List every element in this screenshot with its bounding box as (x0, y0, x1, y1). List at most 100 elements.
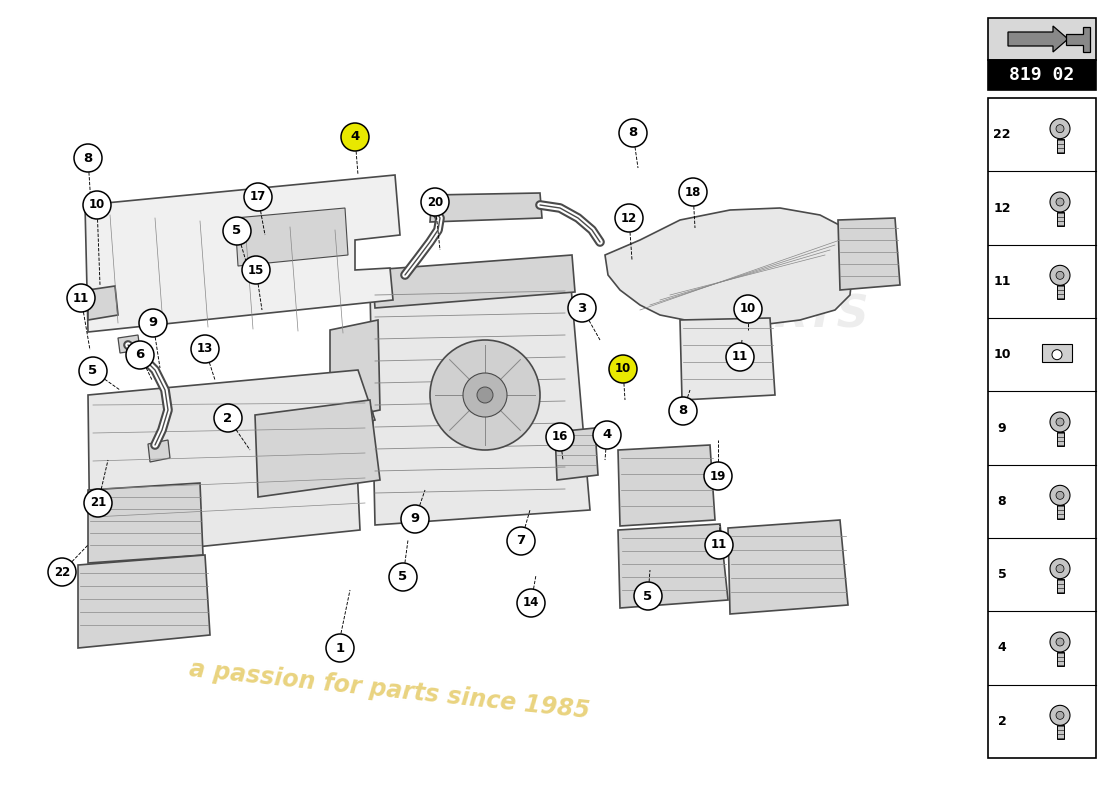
Text: 5: 5 (232, 225, 242, 238)
Circle shape (704, 462, 732, 490)
Text: 14: 14 (522, 597, 539, 610)
Polygon shape (88, 370, 375, 558)
Bar (1056, 578, 1064, 593)
Circle shape (477, 387, 493, 403)
Circle shape (734, 295, 762, 323)
Circle shape (1056, 711, 1064, 719)
Circle shape (242, 256, 270, 284)
Bar (1056, 652, 1064, 666)
Circle shape (402, 505, 429, 533)
Circle shape (679, 178, 707, 206)
Text: 5: 5 (644, 590, 652, 602)
Circle shape (568, 294, 596, 322)
Circle shape (389, 563, 417, 591)
Polygon shape (680, 318, 775, 400)
Circle shape (67, 284, 95, 312)
Circle shape (1056, 271, 1064, 279)
Text: 5: 5 (88, 365, 98, 378)
Text: 8: 8 (84, 151, 92, 165)
Circle shape (79, 357, 107, 385)
Bar (1056, 286, 1064, 299)
Text: 2: 2 (223, 411, 232, 425)
Circle shape (326, 634, 354, 662)
Text: 3: 3 (578, 302, 586, 314)
Circle shape (126, 341, 154, 369)
Polygon shape (728, 520, 848, 614)
Bar (1056, 212, 1064, 226)
Circle shape (1056, 638, 1064, 646)
Circle shape (341, 123, 368, 151)
Circle shape (430, 340, 540, 450)
Text: a passion for parts since 1985: a passion for parts since 1985 (188, 657, 592, 723)
Text: 9: 9 (998, 422, 1006, 434)
Text: 13: 13 (197, 342, 213, 355)
Circle shape (669, 397, 697, 425)
Text: 8: 8 (998, 495, 1006, 508)
Text: 22: 22 (993, 128, 1011, 141)
Circle shape (726, 343, 754, 371)
Circle shape (517, 589, 544, 617)
Polygon shape (838, 218, 900, 290)
Circle shape (191, 335, 219, 363)
Circle shape (1050, 632, 1070, 652)
Text: 1: 1 (336, 642, 344, 654)
FancyBboxPatch shape (988, 18, 1096, 60)
Text: 21: 21 (90, 497, 106, 510)
Circle shape (1056, 125, 1064, 133)
Text: 6: 6 (135, 349, 144, 362)
Bar (1056, 506, 1064, 519)
Text: 2: 2 (998, 715, 1006, 728)
FancyBboxPatch shape (1042, 344, 1072, 362)
Text: 12: 12 (620, 211, 637, 225)
Text: 819 02: 819 02 (1010, 66, 1075, 84)
FancyBboxPatch shape (988, 60, 1096, 90)
Polygon shape (118, 335, 140, 353)
Text: 12: 12 (993, 202, 1011, 214)
Polygon shape (1066, 27, 1090, 52)
Polygon shape (430, 193, 542, 222)
Text: 10: 10 (740, 302, 756, 315)
Polygon shape (235, 208, 348, 266)
Polygon shape (1008, 26, 1068, 52)
Polygon shape (556, 428, 598, 480)
Polygon shape (605, 208, 855, 325)
Polygon shape (255, 400, 380, 497)
Text: 16: 16 (552, 430, 569, 443)
Text: 11: 11 (993, 275, 1011, 288)
Text: 5: 5 (998, 568, 1006, 581)
Circle shape (244, 183, 272, 211)
Polygon shape (85, 175, 400, 332)
Text: 10: 10 (89, 198, 106, 211)
Text: 4: 4 (998, 642, 1006, 654)
Circle shape (1050, 118, 1070, 138)
Text: 11: 11 (732, 350, 748, 363)
Text: 5: 5 (398, 570, 408, 583)
Circle shape (615, 204, 644, 232)
Circle shape (421, 188, 449, 216)
Bar (1056, 432, 1064, 446)
Circle shape (48, 558, 76, 586)
Polygon shape (372, 255, 575, 308)
Text: 4: 4 (351, 130, 360, 143)
Text: 7: 7 (516, 534, 526, 547)
Polygon shape (330, 320, 380, 420)
Polygon shape (370, 275, 590, 525)
Text: 20: 20 (427, 195, 443, 209)
Text: 8: 8 (628, 126, 638, 139)
Circle shape (223, 217, 251, 245)
Circle shape (546, 423, 574, 451)
Polygon shape (88, 286, 118, 320)
Circle shape (609, 355, 637, 383)
Text: 10: 10 (993, 348, 1011, 361)
Text: 17: 17 (250, 190, 266, 203)
Circle shape (619, 119, 647, 147)
Circle shape (1056, 565, 1064, 573)
Circle shape (634, 582, 662, 610)
Polygon shape (78, 555, 210, 648)
Polygon shape (618, 445, 715, 526)
Text: 11: 11 (711, 538, 727, 551)
Text: 9: 9 (410, 513, 419, 526)
Circle shape (1050, 706, 1070, 726)
Circle shape (139, 309, 167, 337)
Circle shape (1050, 558, 1070, 578)
